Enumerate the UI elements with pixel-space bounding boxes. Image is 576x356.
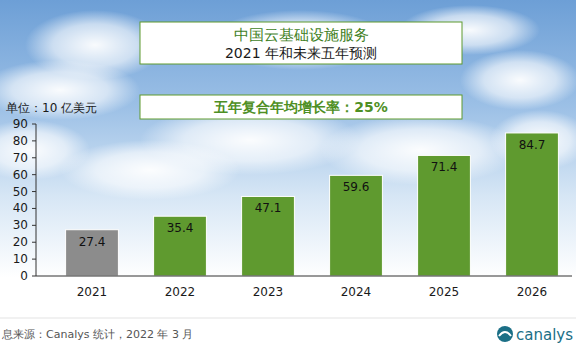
- x-tick-label: 2022: [165, 285, 196, 299]
- title-box: [140, 22, 462, 64]
- y-tick-label: 60: [13, 168, 28, 182]
- cloud: [460, 50, 576, 110]
- y-tick: [32, 276, 36, 277]
- y-axis: [36, 124, 37, 276]
- data-label: 59.6: [343, 180, 370, 194]
- bar: [506, 133, 559, 276]
- data-label: 47.1: [255, 201, 282, 215]
- y-tick: [32, 124, 36, 125]
- title: 中国云基础设施服务: [234, 26, 369, 44]
- x-axis: [36, 276, 572, 277]
- chart-svg: 中国云基础设施服务2021 年和未来五年预测五年复合年均增长率：25% 单位：10…: [0, 0, 576, 356]
- y-tick-label: 20: [13, 235, 28, 249]
- y-tick: [32, 242, 36, 243]
- y-tick: [32, 259, 36, 260]
- x-tick-label: 2024: [341, 285, 372, 299]
- bar: [418, 155, 471, 276]
- bar: [242, 196, 295, 276]
- y-tick-label: 40: [13, 201, 28, 215]
- subtitle: 2021 年和未来五年预测: [225, 45, 377, 61]
- source: 息来源：Canalys 统计，2022 年 3 月: [1, 328, 193, 341]
- y-tick: [32, 140, 36, 141]
- cloud: [0, 60, 140, 120]
- data-label: 27.4: [79, 235, 106, 249]
- y-tick-label: 10: [13, 252, 28, 266]
- data-label: 71.4: [431, 160, 458, 174]
- x-tick-label: 2026: [517, 285, 548, 299]
- x-tick-label: 2023: [253, 285, 284, 299]
- labels: 27.4 35.4 47.1 59.6 71.4 84.7: [79, 138, 546, 249]
- y-tick: [32, 191, 36, 192]
- y-tick: [32, 225, 36, 226]
- bar: [66, 230, 119, 276]
- x-tick-label: 2025: [429, 285, 460, 299]
- logo-icon: [497, 326, 513, 342]
- y-tick: [32, 174, 36, 175]
- data-label: 35.4: [167, 221, 194, 235]
- y-tick: [32, 157, 36, 158]
- annotation-box: [140, 95, 462, 119]
- y-tick-label: 90: [13, 117, 28, 131]
- bar: [154, 216, 207, 276]
- y-tick: [32, 208, 36, 209]
- x-tick-label: 2021: [77, 285, 108, 299]
- y-tick-label: 50: [13, 185, 28, 199]
- logo: canalys: [516, 326, 573, 344]
- y-tick-label: 0: [20, 269, 28, 283]
- annotation: 五年复合年均增长率：25%: [213, 99, 388, 115]
- data-label: 84.7: [519, 138, 546, 152]
- y-tick-label: 30: [13, 218, 28, 232]
- bars: [66, 133, 559, 276]
- logo-icon-mark: [499, 332, 511, 336]
- y-tick-label: 80: [13, 134, 28, 148]
- bar: [330, 175, 383, 276]
- y-label: 单位：10 亿美元: [6, 101, 97, 115]
- y-tick-label: 70: [13, 151, 28, 165]
- footer-rule: [0, 318, 576, 319]
- chart-root: 中国云基础设施服务2021 年和未来五年预测五年复合年均增长率：25% 单位：10…: [0, 0, 576, 356]
